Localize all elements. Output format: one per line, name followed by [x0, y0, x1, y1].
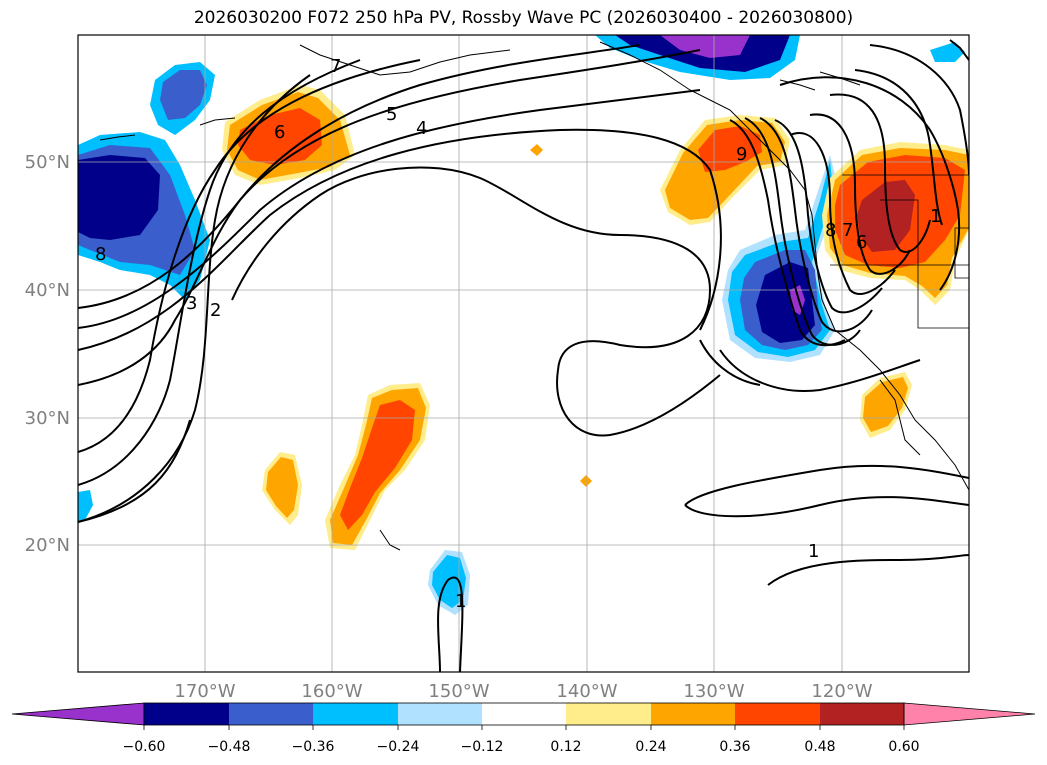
- colorbar-tick: 0.24: [635, 739, 666, 755]
- contour-label: 1: [808, 541, 819, 562]
- pv-contours: [78, 39, 969, 672]
- contour-label: 5: [386, 104, 397, 125]
- contour-label: 3: [186, 293, 197, 314]
- positive-anomaly-central: [325, 383, 430, 550]
- contour-label: 8: [95, 244, 106, 265]
- colorbar-tick: 0.60: [888, 739, 919, 755]
- colorbar-segment: [144, 703, 229, 725]
- contour-label: 7: [842, 220, 853, 241]
- coastlines: [99, 41, 969, 551]
- positive-anomaly-dot: [580, 475, 592, 487]
- colorbar-extend-high: [903, 702, 1036, 726]
- lat-axis-labels: 50°N 40°N 30°N 20°N: [25, 152, 70, 556]
- graticule: [78, 35, 969, 672]
- contour-label: 4: [416, 118, 427, 139]
- lon-label: 130°W: [683, 681, 744, 702]
- contour-label: 7: [330, 56, 341, 77]
- contour-label: 6: [856, 232, 867, 253]
- positive-anomaly-ridge: [822, 142, 969, 305]
- lat-label: 50°N: [25, 152, 70, 173]
- contour-label: 8: [825, 220, 836, 241]
- negative-anomaly-north-small: [150, 62, 215, 135]
- lon-axis-labels: 170°W 160°W 150°W 140°W 130°W 120°W: [174, 681, 872, 702]
- colorbar-segment: [735, 703, 820, 725]
- lat-label: 40°N: [25, 280, 70, 301]
- map-content: 7 6 5 4 3 2 8 1 1 8 7 6 9 1: [78, 35, 969, 672]
- lon-label: 170°W: [174, 681, 235, 702]
- negative-anomaly-northwest: [78, 132, 210, 300]
- colorbar-extend-low: [11, 702, 145, 726]
- contour-label: 9: [736, 144, 747, 165]
- lon-label: 160°W: [301, 681, 362, 702]
- positive-anomaly-small-west: [262, 452, 302, 525]
- map-title: 2026030200 F072 250 hPa PV, Rossby Wave …: [193, 8, 854, 28]
- map-frame: [77, 34, 970, 673]
- colorbar-segment: [820, 703, 904, 725]
- colorbar-tick: 0.36: [719, 739, 750, 755]
- contour-labels: 7 6 5 4 3 2 8 1 1 8 7 6 9 1: [95, 56, 941, 612]
- colorbar-tick: −0.24: [377, 739, 420, 755]
- colorbar-segment: [398, 703, 482, 725]
- colorbar: −0.60 −0.48 −0.36 −0.24 −0.12 0.12 0.24 …: [11, 702, 1036, 755]
- colorbar-tick: −0.60: [123, 739, 166, 755]
- contour-label: 6: [274, 122, 285, 143]
- negative-anomaly-north-top: [595, 35, 965, 80]
- positive-anomaly-dot: [530, 144, 543, 156]
- colorbar-segment: [313, 703, 398, 725]
- contour-label: 1: [930, 206, 941, 227]
- colorbar-tick: 0.48: [804, 739, 835, 755]
- colorbar-tick: −0.12: [461, 739, 504, 755]
- lon-label: 150°W: [428, 681, 489, 702]
- lon-label: 140°W: [556, 681, 617, 702]
- colorbar-tick: −0.48: [208, 739, 251, 755]
- lat-label: 30°N: [25, 408, 70, 429]
- colorbar-segment: [229, 703, 313, 725]
- map-background: [78, 35, 969, 672]
- colorbar-segment: [651, 703, 735, 725]
- lat-label: 20°N: [25, 535, 70, 556]
- contour-label: 2: [210, 300, 221, 321]
- colorbar-segment: [566, 703, 651, 725]
- lon-label: 120°W: [811, 681, 872, 702]
- colorbar-tick: 0.12: [550, 739, 581, 755]
- colorbar-tick: −0.36: [292, 739, 335, 755]
- colorbar-segment: [482, 703, 566, 725]
- contour-label: 1: [455, 591, 466, 612]
